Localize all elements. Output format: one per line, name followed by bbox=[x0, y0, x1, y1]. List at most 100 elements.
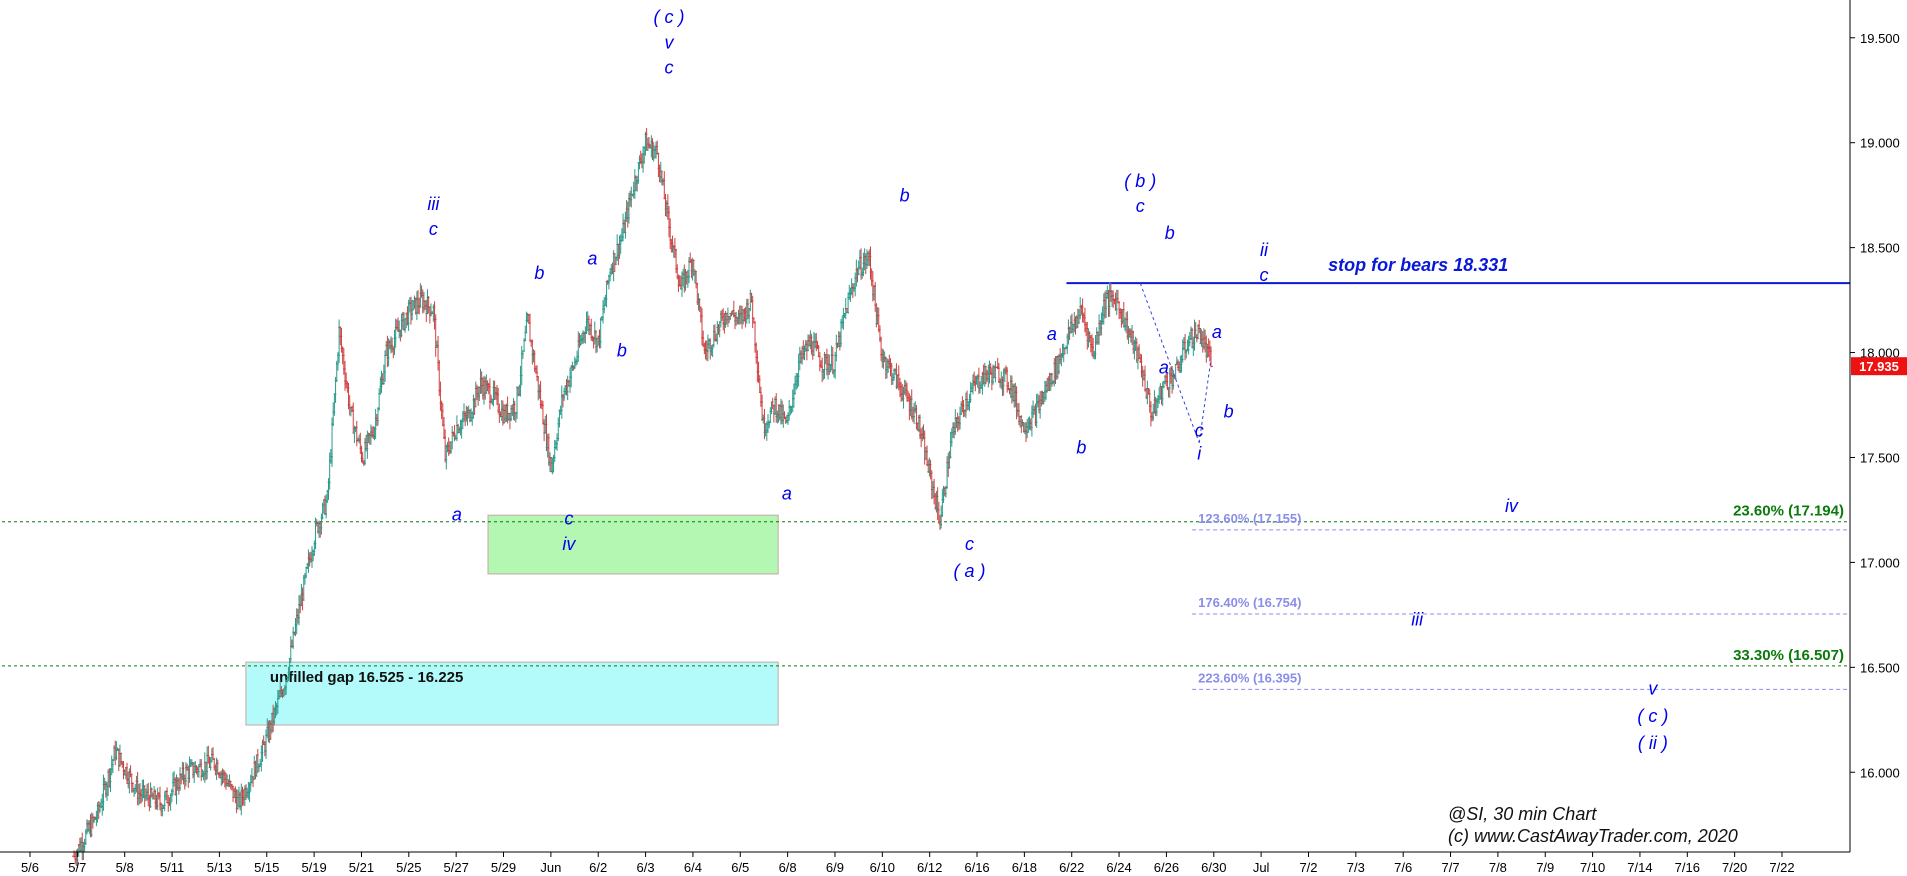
y-tick-label: 19.500 bbox=[1860, 31, 1900, 46]
zone-box bbox=[245, 661, 779, 726]
x-tick-label: 6/12 bbox=[917, 860, 942, 875]
wave-label: c bbox=[965, 534, 974, 554]
wave-label: b bbox=[1224, 402, 1234, 422]
x-tick-label: 5/29 bbox=[491, 860, 516, 875]
y-tick-label: 18.000 bbox=[1860, 346, 1900, 361]
wave-label: b bbox=[1076, 437, 1086, 457]
x-tick-label: 5/13 bbox=[207, 860, 232, 875]
x-tick-label: Jul bbox=[1253, 860, 1270, 875]
x-tick-label: 5/25 bbox=[396, 860, 421, 875]
wave-label: a bbox=[1159, 358, 1169, 378]
x-tick-label: 7/2 bbox=[1299, 860, 1317, 875]
x-tick-label: 5/21 bbox=[349, 860, 374, 875]
x-tick-label: 6/18 bbox=[1012, 860, 1037, 875]
wave-label: ( c ) bbox=[654, 7, 685, 27]
reference-line-label: 23.60% (17.194) bbox=[1733, 503, 1844, 520]
chart-symbol-label: @SI, 30 min Chart bbox=[1448, 804, 1597, 824]
x-tick-label: 5/8 bbox=[116, 860, 134, 875]
wave-label: iv bbox=[562, 534, 576, 554]
zones-layer: unfilled gap 16.525 - 16.225 bbox=[245, 514, 779, 726]
wave-label: ( b ) bbox=[1124, 171, 1156, 191]
x-tick-label: 6/3 bbox=[637, 860, 655, 875]
y-tick-label: 16.000 bbox=[1860, 765, 1900, 780]
ohlc-bar bbox=[1209, 346, 1213, 368]
zone-box bbox=[487, 514, 779, 575]
x-tick-label: 7/3 bbox=[1347, 860, 1365, 875]
x-tick-label: 6/10 bbox=[870, 860, 895, 875]
x-tick-label: 7/8 bbox=[1489, 860, 1507, 875]
x-tick-label: 5/11 bbox=[160, 860, 184, 875]
wave-projection-line bbox=[1139, 283, 1200, 443]
wave-label: iii bbox=[1411, 609, 1424, 629]
reference-line-label: stop for bears 18.331 bbox=[1328, 255, 1508, 275]
reference-line-label: 123.60% (17.155) bbox=[1198, 511, 1301, 526]
x-tick-label: 6/16 bbox=[964, 860, 989, 875]
wave-label: a bbox=[587, 248, 597, 268]
wave-label: a bbox=[1047, 324, 1057, 344]
x-tick-label: 5/6 bbox=[21, 860, 39, 875]
wave-label: b bbox=[617, 341, 627, 361]
x-tick-label: 5/15 bbox=[254, 860, 279, 875]
wave-label: b bbox=[900, 185, 910, 205]
wave-label: a bbox=[452, 504, 462, 524]
x-tick-label: 6/24 bbox=[1106, 860, 1131, 875]
x-tick-label: 7/22 bbox=[1769, 860, 1794, 875]
chart-notes-layer: @SI, 30 min Chart (c) www.CastAwayTrader… bbox=[1448, 804, 1738, 846]
wave-label: ( c ) bbox=[1637, 706, 1668, 726]
wave-label: c bbox=[564, 509, 573, 529]
x-tick-label: 7/10 bbox=[1580, 860, 1605, 875]
wave-label: v bbox=[1648, 679, 1658, 699]
chart-copyright: (c) www.CastAwayTrader.com, 2020 bbox=[1448, 826, 1738, 846]
reference-line-label: 33.30% (16.507) bbox=[1733, 647, 1844, 664]
last-price-badge bbox=[1851, 357, 1907, 376]
x-tick-label: 5/27 bbox=[444, 860, 469, 875]
x-tick-label: 7/16 bbox=[1675, 860, 1700, 875]
x-tick-label: 6/26 bbox=[1154, 860, 1179, 875]
y-tick-label: 18.500 bbox=[1860, 241, 1900, 256]
x-tick-label: 7/14 bbox=[1627, 860, 1652, 875]
y-tick-label: 17.500 bbox=[1860, 450, 1900, 465]
wave-label: ( ii ) bbox=[1638, 733, 1668, 753]
y-tick-label: 17.000 bbox=[1860, 555, 1900, 570]
last-price-value: 17.935 bbox=[1859, 359, 1899, 374]
wave-label: ii bbox=[1260, 240, 1269, 260]
wave-label: a bbox=[1212, 322, 1222, 342]
wave-label: c bbox=[665, 57, 674, 77]
wave-label: iii bbox=[427, 194, 440, 214]
horizontal-lines-layer: stop for bears 18.331 23.60% (17.194) 33.3… bbox=[2, 255, 1850, 690]
x-tick-label: 7/7 bbox=[1442, 860, 1460, 875]
x-tick-label: 6/9 bbox=[826, 860, 844, 875]
reference-line-label: 223.60% (16.395) bbox=[1198, 670, 1301, 685]
x-tick-label: 6/4 bbox=[684, 860, 702, 875]
reference-line-label: 176.40% (16.754) bbox=[1198, 595, 1301, 610]
wave-projection-line bbox=[1198, 358, 1212, 443]
wave-label: i bbox=[1197, 444, 1202, 464]
x-tick-label: 5/7 bbox=[68, 860, 86, 875]
ohlc-bar bbox=[354, 420, 359, 447]
wave-label: c bbox=[1260, 265, 1269, 285]
x-tick-label: 6/22 bbox=[1059, 860, 1084, 875]
x-tick-label: 7/9 bbox=[1536, 860, 1554, 875]
x-tick-label: 5/19 bbox=[301, 860, 326, 875]
x-tick-label: 7/6 bbox=[1394, 860, 1412, 875]
wave-label: b bbox=[1165, 223, 1175, 243]
x-tick-label: 6/2 bbox=[589, 860, 607, 875]
x-tick-label: 6/30 bbox=[1201, 860, 1226, 875]
x-tick-label: Jun bbox=[540, 860, 561, 875]
wave-label: c bbox=[429, 219, 438, 239]
x-tick-label: 6/5 bbox=[731, 860, 749, 875]
wave-label: a bbox=[782, 483, 792, 503]
wave-label: b bbox=[534, 263, 544, 283]
wave-label: ( a ) bbox=[953, 561, 985, 581]
x-tick-label: 6/8 bbox=[779, 860, 797, 875]
zone-label: unfilled gap 16.525 - 16.225 bbox=[270, 669, 463, 686]
wave-label: c bbox=[1195, 420, 1204, 440]
wave-label: c bbox=[1136, 196, 1145, 216]
wave-label: iv bbox=[1505, 496, 1519, 516]
y-tick-label: 19.000 bbox=[1860, 136, 1900, 151]
x-tick-label: 7/20 bbox=[1722, 860, 1747, 875]
wave-label: v bbox=[665, 32, 675, 52]
